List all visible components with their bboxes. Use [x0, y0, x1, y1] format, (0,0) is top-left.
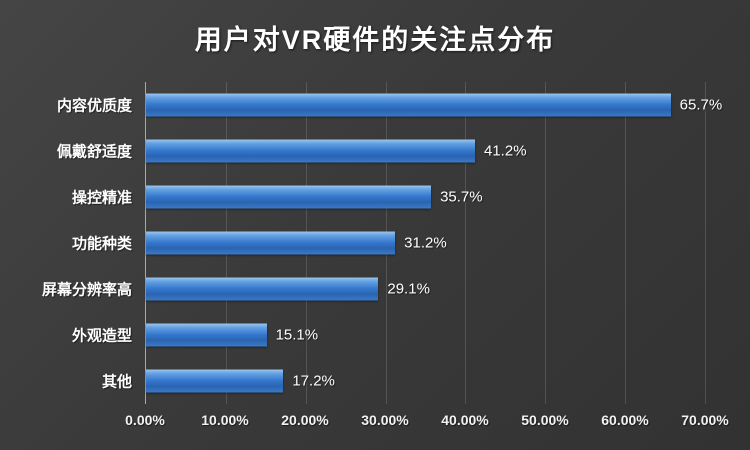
gridline — [625, 82, 627, 404]
x-tick-label: 10.00% — [201, 412, 249, 428]
category-label: 外观造型 — [71, 327, 132, 345]
x-axis: 0.00% 10.00% 20.00% 30.00% 40.00% 50.00% 60.00… — [125, 412, 729, 432]
value-label: 41.2% — [484, 142, 527, 160]
value-label: 31.2% — [404, 234, 447, 252]
bar — [146, 323, 267, 347]
value-label: 65.7% — [679, 96, 723, 114]
bar — [146, 369, 284, 393]
chart-row: 功能种类 31.2% — [72, 220, 705, 266]
x-tick-label: 0.00% — [125, 412, 165, 428]
gridline — [465, 82, 467, 404]
x-tick-label: 50.00% — [521, 412, 569, 428]
value-label: 29.1% — [387, 280, 430, 298]
chart-row: 佩戴舒适度 41.2% — [57, 128, 705, 174]
chart-row: 外观造型 15.1% — [72, 312, 705, 358]
value-label: 17.2% — [292, 372, 335, 390]
category-label: 佩戴舒适度 — [56, 143, 132, 161]
x-tick-label: 60.00% — [601, 412, 649, 428]
chart-row: 操控精准 35.7% — [72, 174, 705, 220]
category-label: 功能种类 — [71, 235, 132, 253]
value-label: 35.7% — [440, 188, 483, 206]
category-label: 屏幕分辨率高 — [41, 281, 132, 299]
category-label: 其他 — [101, 373, 132, 391]
chart-title: 用户对VR硬件的关注点分布 — [194, 25, 556, 55]
category-label: 操控精准 — [71, 189, 132, 207]
bar — [146, 185, 432, 209]
gridline — [545, 82, 547, 404]
x-tick-label: 70.00% — [681, 412, 729, 428]
bar — [146, 277, 379, 301]
bar — [146, 231, 396, 255]
bar — [146, 93, 671, 117]
x-tick-label: 20.00% — [281, 412, 329, 428]
chart-row: 屏幕分辨率高 29.1% — [42, 266, 705, 312]
chart-row: 内容优质度 65.7% — [57, 82, 722, 128]
bar — [146, 139, 475, 163]
x-tick-label: 30.00% — [361, 412, 409, 428]
x-tick-label: 40.00% — [441, 412, 489, 428]
gridline — [705, 82, 706, 404]
category-label: 内容优质度 — [56, 97, 132, 115]
chart-row: 其他 17.2% — [102, 358, 705, 404]
value-label: 15.1% — [275, 326, 319, 344]
plot-area: 内容优质度 65.7% 佩戴舒适度 41.2% 操控精准 35.7% 功能种类 31.2% 屏幕… — [42, 82, 722, 404]
